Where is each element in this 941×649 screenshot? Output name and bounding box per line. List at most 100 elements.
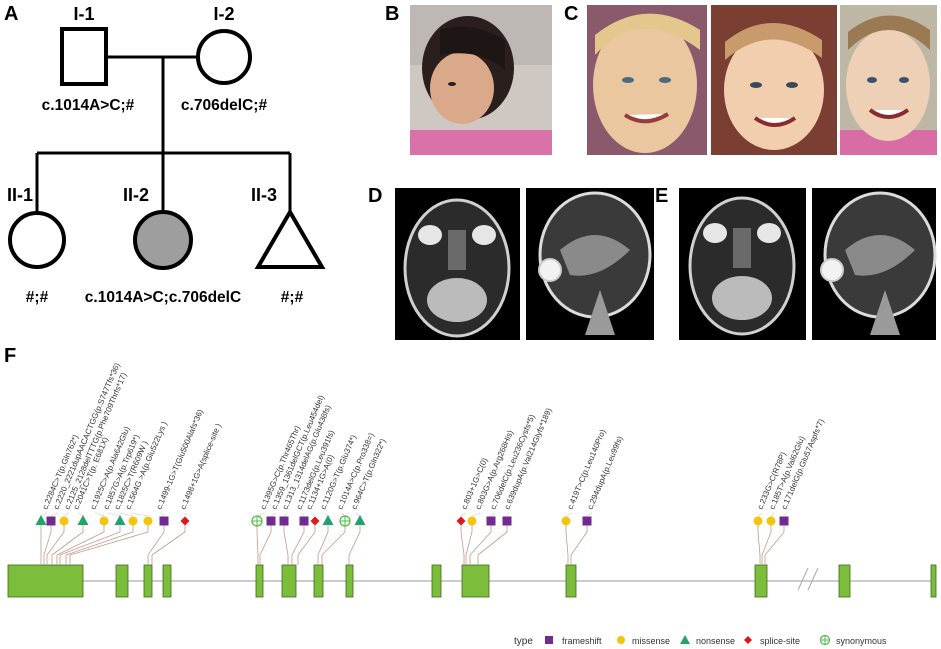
gene-diagram [7,564,937,598]
variant-leader [460,512,467,517]
variant-marker-missense [99,516,109,526]
panel-label-c: C [564,3,578,25]
variant-marker-frameshift [266,516,276,526]
variant-leader [77,512,84,517]
variant-marker-missense [753,516,763,526]
variant-leader [324,512,329,517]
variant-leader [129,512,149,517]
exon-5 [255,564,264,598]
variant-leader [160,512,165,517]
pedigree-female-I2 [196,29,252,85]
label-I1: I-1 [73,4,94,24]
variant-marker-frameshift [46,516,56,526]
variant-leader [310,512,316,517]
variant-marker-nonsense [35,515,47,525]
exon-1 [7,564,84,598]
variant-lollipop: c.964C>T(p.Gln322*) [348,437,388,565]
variant-stem [46,521,65,565]
variant-leader [506,512,510,517]
genotype-I2: c.706delC;# [181,97,268,114]
axis-break-mark [807,567,819,591]
variant-stem [56,521,105,565]
legend-synonymous-label: synonymous [836,636,887,646]
exon-7 [313,564,324,598]
variant-marker-frameshift [582,516,592,526]
genotype-II3: #;# [281,289,304,306]
legend-missense-label: missense [632,636,670,646]
exon-10 [461,564,490,598]
pedigree-unknown-II3 [254,208,326,269]
variant-marker-frameshift [779,516,789,526]
variant-marker-frameshift [486,516,496,526]
legend-splice-site-icon [744,636,752,644]
label-II2: II-2 [123,185,149,205]
legend-nonsense-label: nonsense [696,636,735,646]
variant-stem [291,521,305,565]
exon-4 [162,564,172,598]
legend-splice-site-label: splice-site [760,636,800,646]
variant-marker-missense [467,516,477,526]
variant-leader [783,512,787,517]
variant-marker-frameshift [299,516,309,526]
variant-leader [586,512,593,517]
variant-stem [757,521,761,565]
variant-stem [460,521,465,565]
variant-leader [63,512,70,517]
variant-leader [355,512,361,517]
label-I2: I-2 [213,4,234,24]
exon-12 [754,564,768,598]
variant-stem [764,521,785,565]
variant-stem [297,521,316,565]
exon-2 [115,564,129,598]
variant-stem [65,521,134,565]
variant-leader [471,512,481,517]
variant-stem [147,521,165,565]
legend-frameshift-icon [545,636,553,644]
variant-marker-nonsense [77,515,89,525]
variant-stem [761,521,772,565]
legend-frameshift-label: frameshift [562,636,602,646]
variant-leader [757,512,763,517]
variant-stem [565,521,569,565]
axis-break-mark [797,567,809,591]
variant-leader [118,512,134,517]
variant-stem [59,521,121,565]
panel-label-b: B [385,3,399,25]
variant-leader [770,512,775,517]
panel-label-d: D [368,185,382,207]
variant-marker-missense [561,516,571,526]
label-II3: II-3 [251,185,277,205]
variant-marker-synonymous [339,515,351,527]
exon-14 [930,564,937,598]
variant-stem [43,521,52,565]
variant-stem [321,521,346,565]
variant-stem [256,521,259,565]
legend: type frameshift missense nonsense splice… [514,634,887,647]
variant-marker-nonsense [322,515,334,525]
variant-leader [283,512,288,517]
variant-marker-missense [766,516,776,526]
variant-lollipop: c.803+1G>C(0) [456,456,490,565]
legend-missense-icon [617,636,625,644]
variant-leader [40,512,48,517]
variant-marker-splice-site [310,516,320,526]
pedigree: I-1 c.1014A>C;# I-2 c.706delC;# II-1 #;#… [7,4,326,306]
variant-marker-missense [128,516,138,526]
pedigree-affected-II2 [133,210,193,270]
patient-photos-c [587,5,937,155]
exon-6 [281,564,297,598]
variant-leader [50,512,59,517]
patient-photo-b [410,5,552,155]
variant-leader [490,512,496,517]
pedigree-female-II1 [8,211,66,269]
pedigree-male-I1 [60,27,108,86]
genotype-I1: c.1014A>C;# [42,97,135,114]
panel-label-a: A [4,3,18,25]
legend-title: type [514,636,533,647]
variant-leader [256,512,266,517]
variant-stem [69,521,149,565]
variant-stem [477,521,508,565]
variant-lollipops: c.2284C>T(p.Gln762*)c.2220_2221dupAACACT… [35,361,826,565]
variant-stem [465,521,473,565]
exon-8 [345,564,354,598]
